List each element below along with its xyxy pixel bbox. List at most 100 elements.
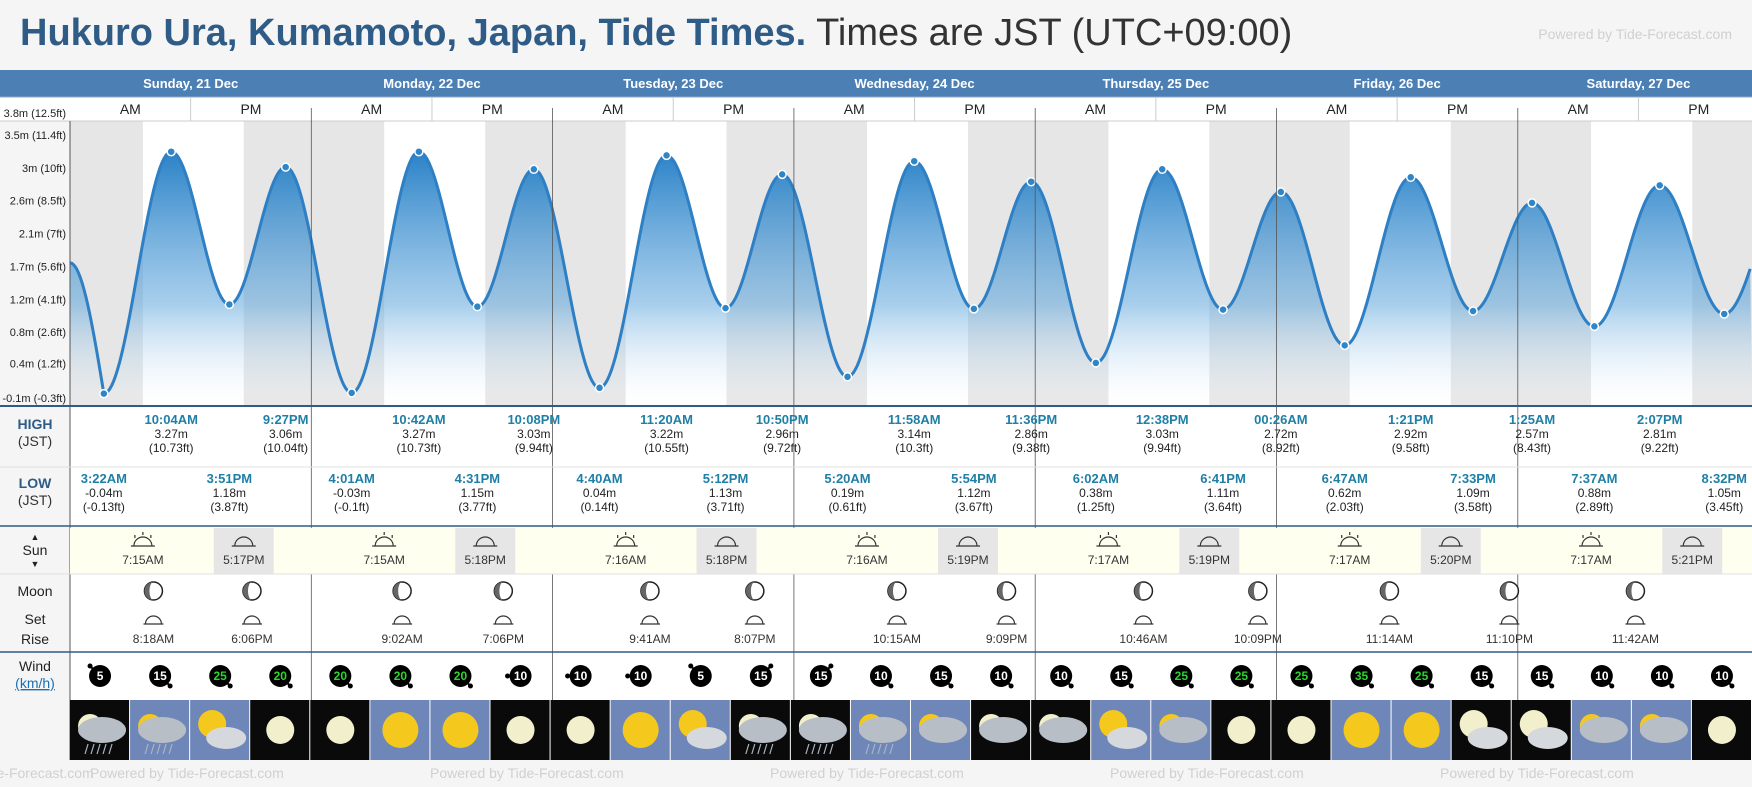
powered-by-footer[interactable]: Powered by Tide-Forecast.com	[1440, 765, 1634, 781]
wind-disc	[1410, 665, 1433, 687]
tide-height-ft: (9.38ft)	[1012, 441, 1050, 455]
tide-height-ft: (9.22ft)	[1641, 441, 1679, 455]
wind-speed: 10	[634, 669, 648, 683]
powered-by-footer[interactable]: Powered by Tide-Forecast.com	[430, 765, 624, 781]
day-header-label: Monday, 22 Dec	[383, 76, 480, 91]
cloud-glyph	[1639, 717, 1688, 743]
sun-row-bg	[70, 528, 1752, 574]
wind-disc	[449, 665, 472, 687]
moon-set-icon	[1134, 615, 1153, 625]
tide-height-ft: (-0.13ft)	[83, 500, 125, 514]
low-tide-point	[720, 303, 731, 313]
sunrise-arc	[133, 536, 153, 547]
wind-arrow-head	[167, 683, 173, 689]
tide-height-m: 0.88m	[1578, 486, 1611, 500]
wind-arrow-head	[688, 663, 694, 669]
weather-night-rain-icon	[790, 700, 850, 760]
cloud-glyph	[979, 717, 1028, 743]
moon-set-icon	[888, 615, 906, 625]
moon-shadow	[144, 582, 154, 600]
tide-height-ft: (3.71ft)	[707, 500, 745, 514]
weather-night-clear-icon	[550, 700, 610, 760]
tide-height-ft: (9.58ft)	[1392, 441, 1430, 455]
tide-time-label: 10:08PM	[507, 412, 560, 427]
wind-indicator: 20	[449, 665, 473, 689]
footer-bg	[0, 760, 1752, 787]
high-tide-point	[777, 169, 787, 180]
moon-rise-time: 9:09PM	[986, 632, 1027, 646]
wind-disc	[990, 665, 1013, 687]
tide-height-m: 2.96m	[765, 427, 798, 441]
weather-day-cloudy-icon	[1571, 700, 1631, 760]
tide-height-ft: (3.67ft)	[955, 500, 993, 514]
powered-by-footer[interactable]: Powered by Tide-Forecast.com	[1110, 765, 1304, 781]
sunset-icon	[473, 536, 498, 547]
wind-arrow-head	[1068, 683, 1074, 689]
wind-indicator: 15	[809, 663, 834, 687]
sun-glyph	[442, 712, 479, 748]
wind-disc	[1110, 665, 1133, 687]
am-label: AM	[1326, 101, 1347, 117]
wind-indicator: 25	[1290, 665, 1314, 689]
weather-night-clear-icon	[310, 700, 370, 760]
rain-drop	[108, 743, 113, 755]
wind-arrow-head	[768, 663, 774, 669]
high-tide-point	[1527, 198, 1537, 208]
low-row-label: LOW	[19, 475, 52, 491]
tide-height-ft: (3.77ft)	[458, 500, 496, 514]
pm-label: PM	[1206, 101, 1227, 117]
rain-drop	[817, 743, 822, 755]
moon-shadow	[745, 582, 755, 600]
weather-night-partly-cloudy-icon	[1451, 700, 1511, 760]
rain-drop	[889, 743, 894, 755]
powered-by-footer[interactable]: Powered by Tide-Forecast.com	[770, 765, 964, 781]
y-tick-label: -0.1m (-0.3ft)	[2, 393, 66, 405]
pm-label: PM	[240, 101, 261, 117]
rain-drop	[168, 743, 173, 755]
cloud-glyph	[798, 717, 847, 743]
tide-time-label: 6:47AM	[1322, 471, 1368, 486]
wind-indicator: 15	[1530, 665, 1555, 689]
wind-arrow-head	[287, 683, 293, 689]
am-label: AM	[1085, 101, 1106, 117]
wind-indicator: 25	[1170, 665, 1194, 689]
powered-by-footer[interactable]: Powered by Tide-Forecast.com	[0, 765, 94, 781]
powered-by-top[interactable]: Powered by Tide-Forecast.com	[1538, 26, 1732, 42]
weather-day-partly-cloudy-icon	[670, 700, 730, 760]
rain-drop	[90, 743, 95, 755]
tide-height-ft: (3.64ft)	[1204, 500, 1242, 514]
moon-phase-icon	[1499, 581, 1520, 601]
high-tide-point	[1276, 187, 1286, 197]
rain-drop	[829, 743, 834, 755]
wind-indicator: 20	[389, 665, 413, 689]
high-tide-point	[166, 146, 176, 157]
wind-speed: 10	[1054, 669, 1068, 683]
tide-height-ft: (2.03ft)	[1326, 500, 1364, 514]
wind-indicator: 10	[1710, 665, 1735, 689]
pm-label: PM	[1447, 101, 1468, 117]
wind-disc	[869, 665, 892, 687]
tide-height-ft: (1.25ft)	[1077, 500, 1115, 514]
wind-speed: 20	[394, 669, 408, 683]
sunrise-arc	[1581, 536, 1601, 547]
moon-set-time: 10:46AM	[1119, 632, 1167, 646]
tide-time-label: 5:20AM	[824, 471, 870, 486]
tide-height-m: 3.27m	[402, 427, 435, 441]
wind-indicator: 15	[749, 663, 774, 687]
wind-row-label: Wind	[19, 658, 51, 674]
wind-unit-link[interactable]: (km/h)	[15, 675, 55, 691]
wind-speed: 10	[874, 669, 888, 683]
wind-disc	[1530, 665, 1553, 687]
wind-indicator: 25	[209, 665, 233, 689]
weather-day-rain-icon	[850, 700, 910, 760]
sunrise-icon	[1096, 532, 1121, 547]
sunset-cell	[455, 528, 516, 574]
rain-drop	[745, 743, 750, 755]
moon-rise-time: 8:07PM	[734, 632, 775, 646]
weather-night-rain-icon	[70, 700, 130, 760]
sunrise-time: 7:17AM	[1329, 553, 1370, 567]
powered-by-footer[interactable]: Powered by Tide-Forecast.com	[90, 765, 284, 781]
tide-height-ft: (3.87ft)	[210, 500, 248, 514]
cloud-glyph	[206, 727, 247, 749]
sunrise-arc	[857, 536, 877, 547]
